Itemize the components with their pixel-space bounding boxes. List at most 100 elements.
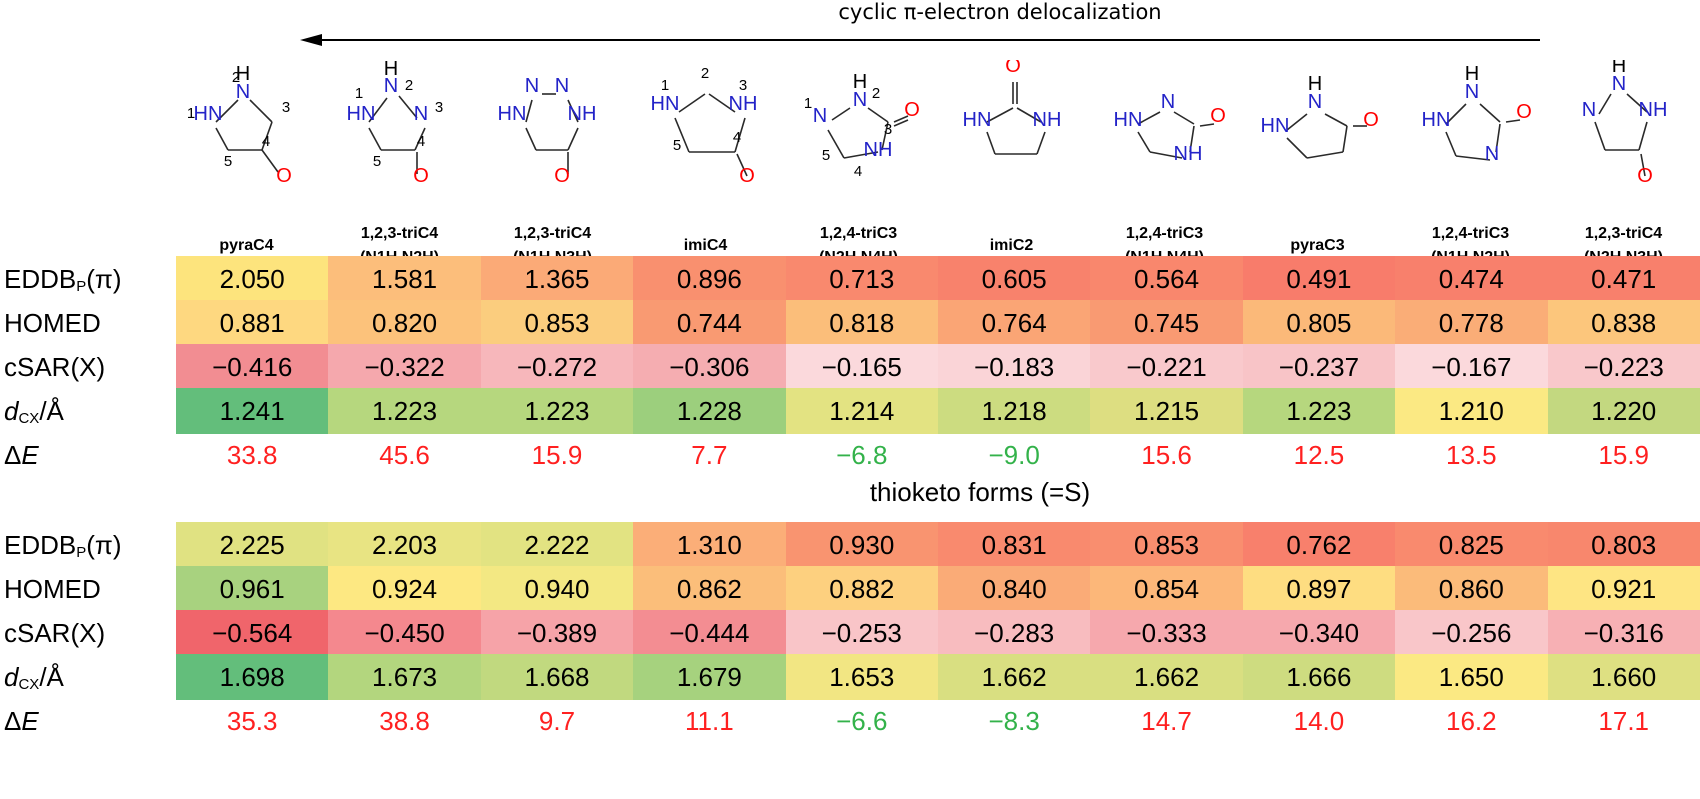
- table-cell: 13.5: [1446, 440, 1497, 470]
- row-label: EDDBP(π): [4, 264, 122, 295]
- table-cell: 2.225: [176, 522, 329, 568]
- table-cell: 1.310: [633, 522, 786, 568]
- table-cell: 1.660: [1547, 654, 1700, 700]
- atom-label: 4: [417, 133, 425, 150]
- table-cell: 1.220: [1547, 388, 1700, 434]
- atom-label: 1: [187, 105, 195, 122]
- atom-label: N: [1465, 81, 1479, 103]
- table-cell: 1.653: [785, 654, 938, 700]
- table-cell: 0.838: [1547, 300, 1700, 346]
- table-cell: 2.050: [176, 256, 329, 302]
- row-label: HOMED: [4, 574, 101, 604]
- table-cell: −0.450: [328, 610, 481, 656]
- atom-label: 2: [232, 69, 240, 86]
- table-cell: 0.818: [785, 300, 938, 346]
- keto-row: 0.881 0.820 0.853 0.744 0.818 0.764 0.745 0.805…: [176, 300, 1700, 346]
- table-cell: 1.666: [1242, 654, 1396, 700]
- atom-label: 2: [701, 65, 709, 82]
- thioketo-row: 2.225 2.203 2.222 1.310 0.930 0.831 0.853 0.762…: [176, 522, 1700, 568]
- table-cell: 1.581: [328, 256, 481, 302]
- table-cell: 15.9: [1598, 440, 1650, 470]
- table-cell: −0.444: [633, 610, 786, 656]
- table-cell: 0.831: [937, 522, 1091, 568]
- table-cell: −0.253: [785, 610, 938, 656]
- table-cell: −0.167: [1395, 344, 1548, 390]
- table-cell: 14.7: [1141, 706, 1192, 736]
- table-cell: 0.853: [480, 300, 634, 346]
- atom-label: 4: [854, 163, 862, 180]
- table-cell: 15.6: [1141, 440, 1192, 470]
- table-cell: 1.679: [633, 654, 786, 700]
- table-cell: 0.840: [937, 566, 1091, 612]
- table-cell: 0.805: [1242, 300, 1396, 346]
- table-cell: −6.6: [836, 706, 888, 736]
- molecule-structure-6: O HN NH: [963, 60, 1061, 155]
- table-cell: 0.896: [633, 256, 786, 302]
- atom-label: NH: [1639, 99, 1668, 121]
- atom-label: HN: [651, 93, 680, 115]
- table-cell: 0.803: [1547, 522, 1700, 568]
- table-cell: 2.203: [328, 522, 481, 568]
- atom-label: 5: [224, 153, 232, 170]
- table-cell: 1.662: [1090, 654, 1243, 700]
- atom-label: N: [384, 75, 398, 97]
- table-cell: 0.764: [937, 300, 1091, 346]
- table-cell: 1.228: [633, 388, 786, 434]
- compound-name: imiC4: [683, 237, 728, 254]
- table-cell: 0.825: [1395, 522, 1548, 568]
- row-label: dCX/Å: [4, 662, 64, 693]
- atom-label: N: [853, 89, 867, 111]
- molecule-structure-3: N N HN NH O: [498, 75, 597, 187]
- table-cell: 1.650: [1395, 654, 1548, 700]
- table-cell: 0.778: [1395, 300, 1548, 346]
- atom-label: NH: [1174, 143, 1203, 165]
- atom-label: 3: [739, 77, 747, 94]
- table-cell: 1.223: [1242, 388, 1396, 434]
- table-cell: 1.215: [1090, 388, 1243, 434]
- table-cell: 0.854: [1090, 566, 1243, 612]
- table-cell: 15.9: [531, 440, 583, 470]
- thioketo-row: 0.961 0.924 0.940 0.862 0.882 0.840 0.854 0.897…: [176, 566, 1700, 612]
- table-cell: 0.940: [480, 566, 634, 612]
- atom-label: NH: [568, 103, 597, 125]
- keto-row: 1.241 1.223 1.223 1.228 1.214 1.218 1.215 1.223…: [176, 388, 1700, 434]
- atom-label: 1: [355, 85, 363, 102]
- left-arrow-icon: [300, 34, 1540, 46]
- table-cell: 1.210: [1395, 388, 1548, 434]
- table-cell: −0.283: [937, 610, 1091, 656]
- table-cell: 38.8: [379, 706, 430, 736]
- atom-label: 3: [435, 99, 443, 116]
- table-cell: 1.698: [176, 654, 329, 700]
- table-cell: −0.237: [1242, 344, 1396, 390]
- compound-name: pyraC3: [1290, 237, 1345, 254]
- table-cell: −0.183: [937, 344, 1091, 390]
- thioketo-row: −0.564 −0.450 −0.389 −0.444 −0.253 −0.283 −0.3…: [176, 610, 1700, 656]
- table-cell: −0.333: [1090, 610, 1243, 656]
- table-cell: 35.3: [226, 706, 278, 736]
- row-label: ΔE: [4, 440, 39, 470]
- atom-label: N: [555, 75, 569, 97]
- atom-label: 1: [804, 95, 812, 112]
- table-cell: 14.0: [1293, 706, 1345, 736]
- keto-row: −0.416 −0.322 −0.272 −0.306 −0.165 −0.183 −0.2…: [176, 344, 1700, 390]
- atom-label: H: [1612, 60, 1626, 77]
- molecule-structure-10: HNN NHO: [1582, 60, 1668, 187]
- atom-label: O: [554, 165, 570, 187]
- table-cell: 0.881: [176, 300, 329, 346]
- table-cell: 1.218: [937, 388, 1091, 434]
- table-cell: −9.0: [988, 440, 1040, 470]
- table-cell: 0.853: [1090, 522, 1243, 568]
- atom-label: H: [1465, 63, 1479, 85]
- atom-label: 2: [405, 77, 413, 94]
- table-cell: 0.471: [1547, 256, 1700, 302]
- atom-label: H: [384, 60, 398, 80]
- atom-label: HN: [1261, 115, 1290, 137]
- table-cell: 1.673: [328, 654, 481, 700]
- table-cell: −0.564: [176, 610, 329, 656]
- table-cell: −0.306: [633, 344, 786, 390]
- atom-label: N: [1485, 143, 1499, 165]
- table-cell: −0.340: [1242, 610, 1396, 656]
- thioketo-row: 1.698 1.673 1.668 1.679 1.653 1.662 1.662 1.666…: [176, 654, 1700, 700]
